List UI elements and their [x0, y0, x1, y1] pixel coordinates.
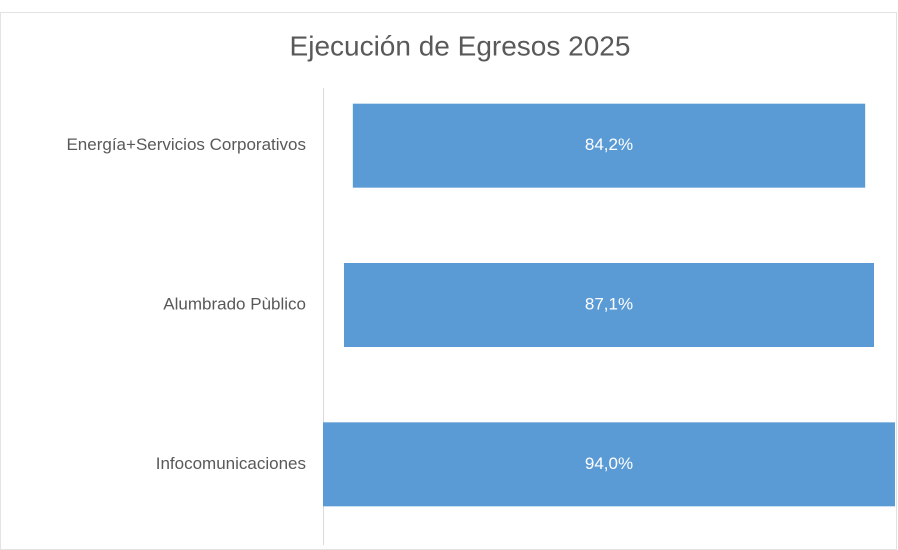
category-label: Infocomunicaciones — [156, 454, 306, 473]
category-label: Alumbrado Pùblico — [163, 294, 306, 313]
bar — [352, 103, 866, 188]
category-label: Energía+Servicios Corporativos — [66, 135, 306, 154]
data-label: 94,0% — [585, 454, 633, 473]
data-label: 84,2% — [585, 135, 633, 154]
chart-title: Ejecución de Egresos 2025 — [290, 30, 631, 61]
data-label: 87,1% — [585, 294, 633, 313]
bar — [323, 422, 895, 507]
bar — [343, 263, 875, 347]
